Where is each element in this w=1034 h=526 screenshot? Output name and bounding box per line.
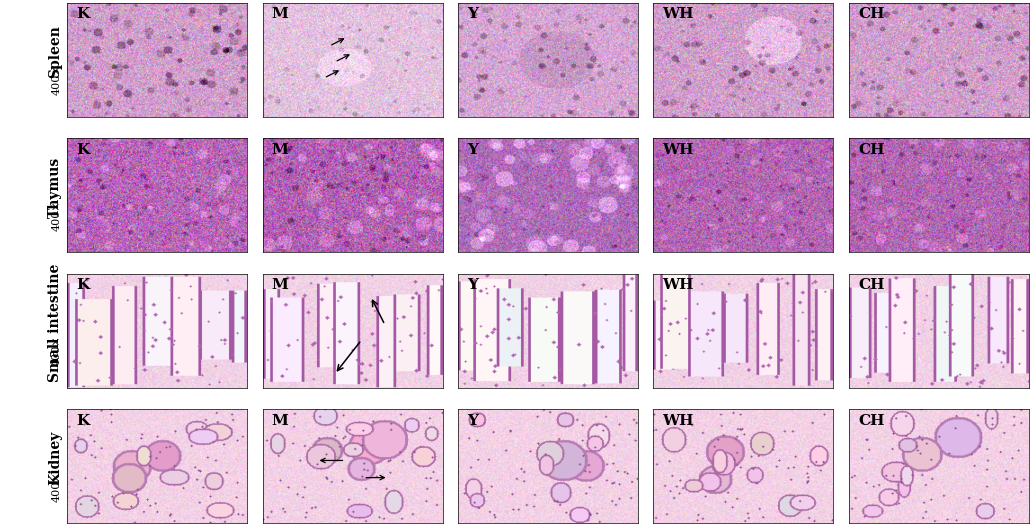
Text: M: M — [272, 413, 288, 428]
Text: 400×: 400× — [52, 200, 62, 230]
Text: CH: CH — [858, 413, 884, 428]
Text: WH: WH — [663, 143, 694, 157]
Text: Small intestine: Small intestine — [48, 264, 62, 382]
Text: Y: Y — [467, 7, 478, 21]
Text: CH: CH — [858, 143, 884, 157]
Text: M: M — [272, 278, 288, 292]
Text: K: K — [77, 7, 90, 21]
Text: WH: WH — [663, 7, 694, 21]
Text: 400×: 400× — [52, 65, 62, 95]
Text: 400×: 400× — [52, 336, 62, 366]
Text: 400×: 400× — [52, 471, 62, 501]
Text: Thymus: Thymus — [48, 157, 62, 218]
Text: K: K — [77, 413, 90, 428]
Text: CH: CH — [858, 7, 884, 21]
Text: CH: CH — [858, 278, 884, 292]
Text: Y: Y — [467, 143, 478, 157]
Text: K: K — [77, 278, 90, 292]
Text: Y: Y — [467, 413, 478, 428]
Text: Kidney: Kidney — [48, 431, 62, 485]
Text: WH: WH — [663, 413, 694, 428]
Text: M: M — [272, 143, 288, 157]
Text: Y: Y — [467, 278, 478, 292]
Text: Spleen: Spleen — [48, 25, 62, 78]
Text: K: K — [77, 143, 90, 157]
Text: M: M — [272, 7, 288, 21]
Text: WH: WH — [663, 278, 694, 292]
